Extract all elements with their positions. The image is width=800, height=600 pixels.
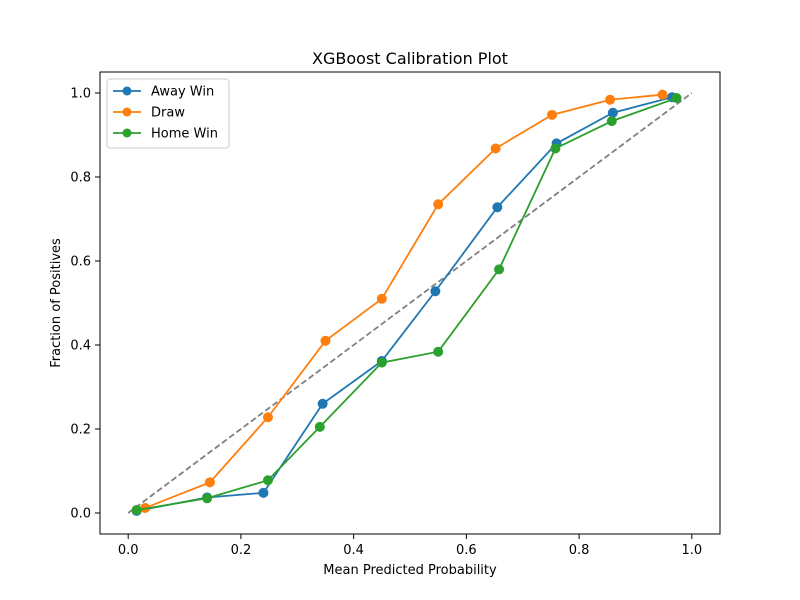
legend-marker-away-win (122, 86, 132, 96)
series-point-away-win-6 (492, 202, 503, 213)
legend: Away Win Draw Home Win (106, 78, 230, 149)
series-point-draw-5 (433, 199, 444, 210)
series-line-draw (144, 93, 663, 509)
y-tick-label-0: 0.0 (70, 507, 91, 522)
series-point-away-win-3 (317, 398, 328, 409)
series-point-away-win-5 (430, 286, 441, 297)
plot-area: 0.0 0.2 0.4 0.6 0.8 1.0 0.0 0.2 0.4 0.6 0.8 1.0 (70, 71, 721, 558)
y-tick-label-2: 0.4 (70, 339, 91, 354)
series-point-home-win-2 (262, 475, 273, 486)
series-point-home-win-8 (606, 116, 617, 127)
y-tick-label-1: 0.2 (70, 423, 91, 438)
series-point-home-win-7 (550, 143, 561, 154)
x-tick-label-4: 0.8 (569, 543, 590, 558)
series-point-home-win-4 (376, 357, 387, 368)
series-point-home-win-6 (494, 264, 505, 275)
x-tick-label-5: 1.0 (681, 543, 702, 558)
series-point-away-win-8 (607, 107, 618, 118)
series-point-draw-8 (605, 94, 616, 105)
perfect-calibration-line (127, 92, 693, 514)
series-point-draw-2 (262, 412, 273, 423)
legend-box (106, 78, 230, 149)
series-point-home-win-3 (314, 421, 325, 432)
series-line-home-win (136, 97, 677, 511)
y-tick-label-3: 0.6 (70, 255, 91, 270)
x-tick-label-0: 0.0 (118, 543, 139, 558)
series-point-away-win-2 (258, 487, 269, 498)
x-tick-label-2: 0.4 (343, 543, 364, 558)
series-point-home-win-9 (671, 93, 682, 104)
y-axis-label: Fraction of Positives (49, 238, 64, 368)
series-point-draw-6 (490, 143, 501, 154)
chart-title: XGBoost Calibration Plot (312, 49, 508, 68)
series-point-draw-4 (376, 293, 387, 304)
x-axis-label: Mean Predicted Probability (323, 563, 497, 578)
y-tick-label-4: 0.8 (70, 171, 91, 186)
series-point-draw-1 (204, 477, 215, 488)
legend-marker-draw (122, 107, 132, 117)
series-line-away-win (136, 96, 673, 512)
series-point-draw-3 (320, 335, 331, 346)
legend-label-away-win: Away Win (151, 85, 214, 100)
legend-label-draw: Draw (151, 106, 185, 121)
legend-label-home-win: Home Win (151, 127, 218, 142)
series-point-home-win-1 (202, 493, 213, 504)
legend-marker-home-win (122, 128, 132, 138)
x-tick-label-1: 0.2 (231, 543, 252, 558)
series-point-draw-9 (657, 89, 668, 100)
axes-frame (99, 71, 721, 535)
series-point-home-win-5 (433, 346, 444, 357)
x-tick-label-3: 0.6 (456, 543, 477, 558)
series-point-home-win-0 (131, 505, 142, 516)
y-tick-label-5: 1.0 (70, 87, 91, 102)
series-point-draw-7 (547, 109, 558, 120)
